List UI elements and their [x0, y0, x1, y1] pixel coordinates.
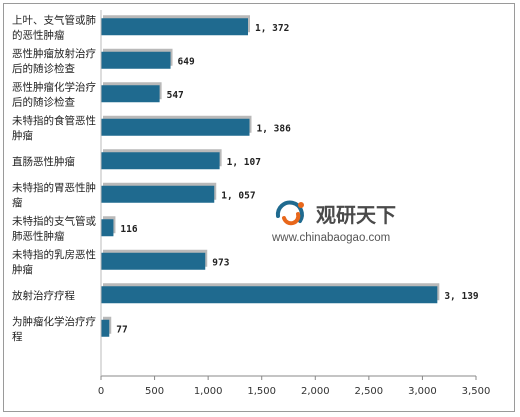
category-label: 未特指的食管恶性	[12, 114, 96, 127]
category-label: 肿瘤	[12, 263, 33, 276]
category-label: 上叶、支气管或肺	[12, 13, 96, 26]
category-label: 恶性肿瘤化学治疗	[12, 80, 96, 93]
category-label: 放射治疗疗程	[12, 289, 75, 302]
x-tick-label: 2,000	[301, 386, 330, 397]
x-tick-label: 1,000	[194, 386, 223, 397]
x-tick-label: 3,500	[462, 386, 491, 397]
value-label-bg	[252, 119, 298, 136]
category-label: 未特指的胃恶性肿	[12, 181, 96, 194]
bar	[101, 319, 110, 337]
value-label: 1, 372	[255, 23, 289, 34]
category-label: 程	[12, 331, 23, 343]
value-label-bg	[162, 85, 190, 102]
category-label: 肿瘤	[12, 129, 33, 142]
watermark: 观研天下 www.chinabaogao.com	[271, 200, 396, 244]
category-label: 为肿瘤化学治疗疗	[12, 315, 96, 328]
value-label: 77	[116, 324, 127, 335]
watermark-url: www.chinabaogao.com	[271, 232, 390, 244]
bar	[101, 252, 206, 270]
category-label: 未特指的乳房恶性	[12, 248, 96, 261]
bar-chart: 上叶、支气管或肺的恶性肿瘤恶性肿瘤放射治疗后的随诊检查恶性肿瘤化学治疗后的随诊检…	[12, 10, 491, 397]
x-tick-label: 1,500	[247, 386, 276, 397]
category-label: 后的随诊检查	[12, 95, 75, 108]
watermark-name: 观研天下	[316, 203, 396, 227]
value-label-bg	[208, 253, 235, 270]
value-label: 649	[178, 56, 195, 67]
value-label-bg	[440, 286, 486, 303]
x-tick-label: 0	[98, 386, 104, 397]
category-label: 直肠恶性肿瘤	[12, 155, 75, 168]
category-label: 的恶性肿瘤	[12, 28, 65, 41]
value-label: 3, 139	[444, 291, 479, 302]
bar	[101, 185, 215, 203]
value-labels: 1, 372 649 547 1, 386 1, 107 1, 057 116 973 3, 1…	[112, 18, 486, 337]
bar	[101, 219, 114, 237]
value-label-bg	[116, 219, 144, 236]
category-label: 肺恶性肿瘤	[12, 229, 65, 242]
bar	[101, 286, 438, 304]
bar	[101, 51, 171, 69]
value-label: 1, 107	[227, 157, 261, 168]
chart-frame: 上叶、支气管或肺 的恶性肿瘤 恶性肿瘤放射治疗 后的随诊检查 恶性肿瘤化学治疗 后的随诊检…	[3, 3, 515, 412]
category-label: 后的随诊检查	[12, 62, 75, 75]
bar	[101, 152, 220, 170]
value-label: 1, 057	[221, 190, 255, 201]
category-label: 瘤	[12, 196, 23, 209]
bar	[101, 118, 250, 136]
category-labels: 上叶、支气管或肺的恶性肿瘤恶性肿瘤放射治疗后的随诊检查恶性肿瘤化学治疗后的随诊检…	[12, 13, 96, 343]
value-label: 973	[212, 257, 229, 268]
x-axis: 0 500 1,000 1,500 2,000 2,500 3,000 3,500	[98, 10, 491, 397]
value-label-bg	[112, 320, 133, 337]
category-label: 未特指的支气管或	[12, 214, 96, 227]
bars-group	[101, 15, 440, 337]
watermark-logo-icon	[275, 200, 304, 226]
x-tick-label: 2,500	[355, 386, 384, 397]
category-label: 恶性肿瘤放射治疗	[12, 47, 96, 60]
value-label-bg	[251, 18, 297, 35]
value-label: 1, 386	[257, 123, 292, 134]
value-label-bg	[217, 186, 263, 203]
value-label-bg	[173, 52, 201, 69]
value-label-bg	[222, 152, 268, 169]
bar	[101, 85, 160, 103]
bar	[101, 18, 248, 36]
value-label: 547	[167, 90, 184, 101]
x-tick-label: 500	[145, 386, 164, 397]
value-label: 116	[120, 224, 137, 235]
x-tick-label: 3,000	[408, 386, 437, 397]
